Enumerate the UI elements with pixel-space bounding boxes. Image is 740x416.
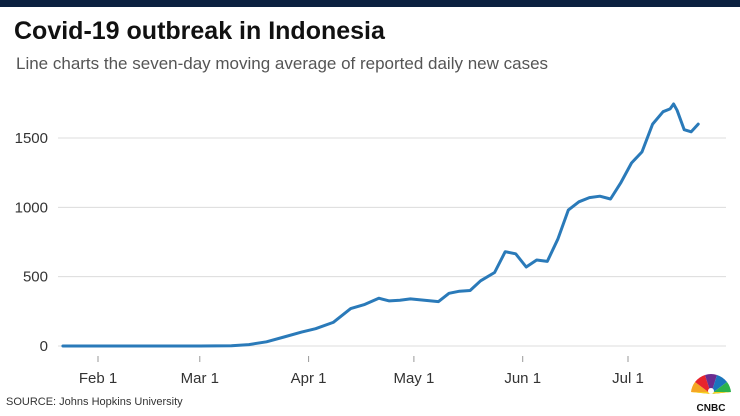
cnbc-logo: CNBC	[686, 370, 736, 414]
x-axis-ticks: Feb 1 Mar 1 Apr 1 May 1 Jun 1 Jul 1	[79, 356, 644, 387]
chart-subtitle: Line charts the seven-day moving average…	[16, 54, 549, 73]
y-tick-label: 1500	[15, 130, 48, 147]
y-tick-label: 0	[40, 338, 48, 355]
svg-text:CNBC: CNBC	[697, 403, 726, 414]
x-tick-label: Apr 1	[291, 370, 327, 387]
top-bar	[0, 0, 740, 7]
y-axis-ticks: 0 500 1000 1500	[15, 130, 48, 355]
source-note: SOURCE: Johns Hopkins University	[6, 396, 183, 408]
y-tick-label: 500	[23, 269, 48, 286]
x-tick-label: Feb 1	[79, 370, 117, 387]
x-tick-label: May 1	[393, 370, 434, 387]
x-tick-label: Jul 1	[612, 370, 644, 387]
x-tick-label: Jun 1	[504, 370, 541, 387]
peacock-icon: CNBC	[691, 374, 731, 414]
grid-lines	[58, 137, 726, 347]
series-layer	[61, 102, 700, 348]
chart-title: Covid-19 outbreak in Indonesia	[14, 17, 385, 45]
x-tick-label: Mar 1	[181, 370, 219, 387]
series-line	[61, 102, 700, 348]
y-tick-label: 1000	[15, 199, 48, 216]
